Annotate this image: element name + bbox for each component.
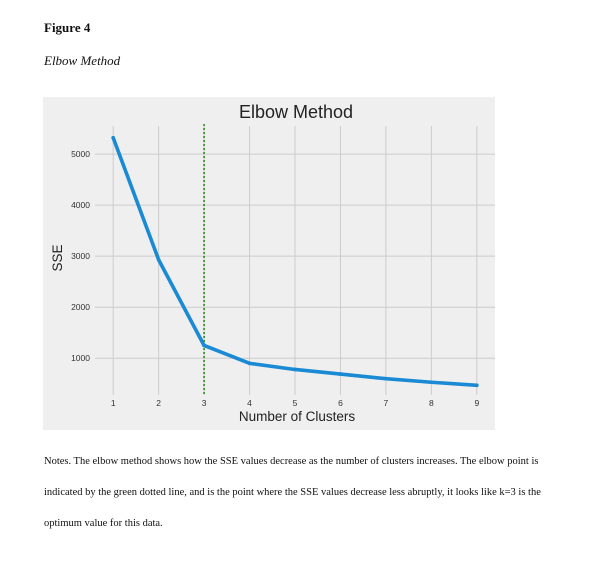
grid-lines [95,126,495,395]
figure-label: Figure 4 [44,20,91,35]
sse-data-point [111,135,115,140]
series-layer [111,135,479,388]
x-tick-label: 9 [474,398,479,408]
x-tick-label: 6 [338,398,343,408]
y-tick-label: 4000 [71,200,90,210]
chart-background [43,97,495,430]
sse-data-point [384,376,388,381]
y-tick-label: 3000 [71,251,90,261]
x-tick-label: 4 [247,398,252,408]
sse-data-point [247,361,252,366]
y-tick-label: 1000 [71,353,90,363]
chart-title: Elbow Method [239,102,353,122]
figure-title: Elbow Method [44,53,121,68]
y-axis-label: SSE [50,244,65,271]
figure-notes: Notes. The elbow method shows how the SS… [44,456,541,529]
y-tick-label: 5000 [71,149,90,159]
x-tick-label: 7 [384,398,389,408]
chart-svg: 1 2 3 4 5 6 7 8 9 1000 2000 3000 4000 5000 Elbow Meth… [43,97,495,430]
x-tick-label: 3 [202,398,207,408]
tick-labels: 1 2 3 4 5 6 7 8 9 1000 2000 3000 4000 5000 [71,149,479,408]
x-tick-label: 8 [429,398,434,408]
x-tick-label: 1 [111,398,116,408]
x-axis-label: Number of Clusters [239,409,356,424]
sse-data-point [338,372,343,376]
sse-data-point [475,383,479,388]
sse-data-point [202,343,206,348]
x-tick-label: 5 [293,398,298,408]
sse-data-point [429,380,434,385]
y-tick-label: 2000 [71,302,90,312]
sse-data-point [293,367,297,372]
sse-data-point [156,257,161,262]
x-tick-label: 2 [156,398,161,408]
elbow-chart: 1 2 3 4 5 6 7 8 9 1000 2000 3000 4000 5000 Elbow Meth… [43,97,495,430]
